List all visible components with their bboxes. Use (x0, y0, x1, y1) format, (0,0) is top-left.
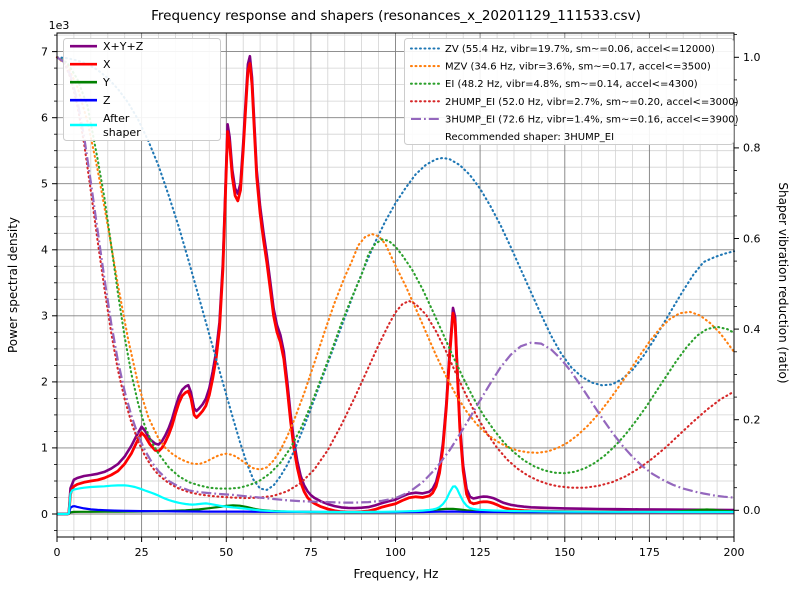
y-left-axis-label: Power spectral density (6, 217, 20, 353)
axis-ticks (52, 34, 739, 542)
series-line-mzv (55, 56, 736, 471)
y-left-tick-label: 2 (41, 376, 48, 389)
series-line-x (57, 62, 735, 516)
series-line-ei (55, 56, 736, 490)
x-tick-label: 175 (639, 546, 660, 559)
y-right-tick-label: 0.2 (743, 414, 761, 427)
legend-shapers: ZV (55.4 Hz, vibr=19.7%, sm~=0.06, accel… (404, 38, 739, 145)
legend-psd-label-y: Y (102, 76, 110, 89)
series-line-z (57, 505, 735, 516)
legend-recommended-shaper: Recommended shaper: 3HUMP_EI (445, 132, 614, 143)
x-tick-label: 200 (724, 546, 745, 559)
y-right-tick-label: 0.6 (743, 232, 761, 245)
y-right-tick-label: 0.0 (743, 504, 761, 517)
legend-shaper-label-mzv: MZV (34.6 Hz, vibr=3.6%, sm~=0.17, accel… (445, 62, 711, 73)
legend-shaper-label-zv: ZV (55.4 Hz, vibr=19.7%, sm~=0.06, accel… (445, 44, 715, 55)
series-line-after-shaper (57, 484, 734, 516)
y-left-offset-label: 1e3 (49, 19, 70, 32)
y-right-axis-label: Shaper vibration reduction (ratio) (776, 182, 790, 383)
series-line-3hump-ei (56, 56, 735, 504)
y-left-tick-label: 5 (41, 178, 48, 191)
legend-box (63, 38, 221, 141)
series-line-zv (55, 56, 736, 491)
series-line-2hump-ei (55, 56, 736, 500)
legend-box (404, 38, 734, 145)
x-tick-label: 50 (219, 546, 233, 559)
x-axis-label: Frequency, Hz (354, 567, 439, 581)
legend-psd-label-x: X (103, 58, 111, 71)
y-left-tick-label: 0 (41, 508, 48, 521)
y-right-tick-label: 0.8 (743, 142, 761, 155)
chart-title: Frequency response and shapers (resonanc… (151, 8, 641, 24)
legend-shaper-label-ei: EI (48.2 Hz, vibr=4.8%, sm~=0.14, accel<… (445, 79, 698, 90)
legend-psd-label2-after-shaper: shaper (103, 126, 141, 139)
shaper-series-group (55, 56, 736, 504)
y-left-tick-label: 7 (41, 45, 48, 58)
y-left-tick-label: 1 (41, 442, 48, 455)
x-tick-label: 150 (554, 546, 575, 559)
legend-psd-label-xyz: X+Y+Z (103, 40, 144, 53)
legend-shaper-label-3hump-ei: 3HUMP_EI (72.6 Hz, vibr=1.4%, sm~=0.16, … (445, 114, 739, 125)
psd-series-group (57, 54, 735, 516)
y-right-tick-label: 0.4 (743, 323, 761, 336)
x-tick-label: 125 (470, 546, 491, 559)
x-tick-label: 100 (385, 546, 406, 559)
legend-psd-label-after-shaper: After (103, 112, 130, 125)
x-tick-label: 75 (304, 546, 318, 559)
y-left-tick-label: 6 (41, 111, 48, 124)
x-tick-label: 0 (54, 546, 61, 559)
y-left-tick-label: 4 (41, 244, 48, 257)
legend-shaper-label-2hump-ei: 2HUMP_EI (52.0 Hz, vibr=2.7%, sm~=0.20, … (445, 97, 739, 108)
axis-tick-labels: 0 25 50 75 100 125 150 175 200 0 1 2 3 4 5 6 7 0.0 0.2 0.4 0… (41, 45, 761, 559)
x-tick-label: 25 (135, 546, 149, 559)
legend-psd-label-z: Z (103, 94, 111, 107)
y-left-tick-label: 3 (41, 310, 48, 323)
y-right-tick-label: 1.0 (743, 51, 761, 64)
